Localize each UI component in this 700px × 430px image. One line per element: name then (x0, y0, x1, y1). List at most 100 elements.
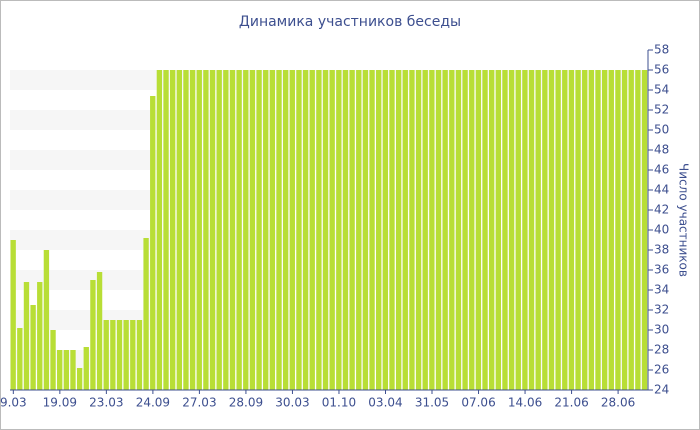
y-tick-label: 56 (654, 63, 669, 77)
bar (110, 320, 116, 390)
bar (535, 70, 541, 390)
bar (336, 70, 342, 390)
bar (170, 70, 176, 390)
bar (562, 70, 568, 390)
grid-band (10, 110, 648, 130)
bar (70, 350, 76, 390)
bar (362, 70, 369, 390)
bar (263, 70, 269, 390)
chart-title: Динамика участников беседы (239, 14, 461, 30)
bar (548, 70, 555, 390)
bar (302, 70, 309, 390)
y-tick-label: 30 (654, 323, 669, 337)
y-tick-label: 36 (654, 263, 669, 277)
bar (382, 70, 389, 390)
y-axis-label: Число участников (677, 163, 691, 277)
x-tick-label: 27.03 (182, 396, 216, 410)
bar (376, 70, 382, 390)
bar (449, 70, 455, 390)
bar (90, 280, 96, 390)
bar (136, 320, 143, 390)
bar (415, 70, 422, 390)
bar (10, 240, 16, 390)
bar (409, 70, 415, 390)
x-tick-label: 28.09 (229, 396, 263, 410)
bar (229, 70, 236, 390)
bar (37, 282, 43, 390)
bar (621, 70, 628, 390)
x-tick-label: 30.03 (275, 396, 309, 410)
bar (203, 70, 209, 390)
x-tick-label: 24.09 (136, 396, 170, 410)
y-tick-label: 58 (654, 43, 669, 57)
y-tick-label: 24 (654, 383, 669, 397)
bar (17, 328, 23, 390)
x-tick-label: 21.06 (554, 396, 588, 410)
y-tick-label: 50 (654, 123, 669, 137)
bar (76, 368, 83, 390)
grid-band (10, 350, 648, 370)
bar (402, 70, 408, 390)
bar (395, 70, 402, 390)
bar (608, 70, 614, 390)
bar (316, 70, 322, 390)
y-tick-label: 32 (654, 303, 669, 317)
bar (289, 70, 295, 390)
bar (196, 70, 202, 390)
bar (329, 70, 335, 390)
x-tick-label: 07.06 (461, 396, 495, 410)
x-tick-label: 19.09 (43, 396, 77, 410)
bar (588, 70, 595, 390)
y-tick-label: 54 (654, 83, 669, 97)
x-tick-label: 31.05 (415, 396, 449, 410)
bar (522, 70, 528, 390)
bar (269, 70, 276, 390)
bar (236, 70, 242, 390)
bar (249, 70, 256, 390)
bar (508, 70, 515, 390)
bar (615, 70, 621, 390)
bar (296, 70, 302, 390)
x-tick-label: 01.10 (322, 396, 356, 410)
bar (542, 70, 548, 390)
bar (83, 347, 89, 390)
bar (489, 70, 495, 390)
grid-band (10, 270, 648, 290)
bar (422, 70, 428, 390)
bar (442, 70, 448, 390)
bar (342, 70, 349, 390)
bar (209, 70, 216, 390)
bar (628, 70, 634, 390)
bar (57, 350, 63, 390)
bar (282, 70, 289, 390)
grid-band (10, 190, 648, 210)
bar (495, 70, 501, 390)
bar (23, 282, 30, 390)
bar (43, 250, 50, 390)
x-tick-label: 9.03 (0, 396, 27, 410)
bar (276, 70, 282, 390)
bar (96, 272, 103, 390)
grid-band (10, 230, 648, 250)
bar (595, 70, 601, 390)
y-tick-label: 48 (654, 143, 669, 157)
y-tick-label: 40 (654, 223, 669, 237)
bar (455, 70, 462, 390)
x-tick-label: 03.04 (368, 396, 402, 410)
bar (63, 350, 70, 390)
bar (143, 238, 149, 390)
bar (30, 305, 36, 390)
bar (389, 70, 395, 390)
x-tick-label: 23.03 (89, 396, 123, 410)
bar (435, 70, 442, 390)
bar (462, 70, 468, 390)
bar (183, 70, 189, 390)
bar (568, 70, 575, 390)
bar (482, 70, 488, 390)
bar (223, 70, 229, 390)
bar (216, 70, 222, 390)
bar (575, 70, 581, 390)
bar (641, 70, 648, 390)
